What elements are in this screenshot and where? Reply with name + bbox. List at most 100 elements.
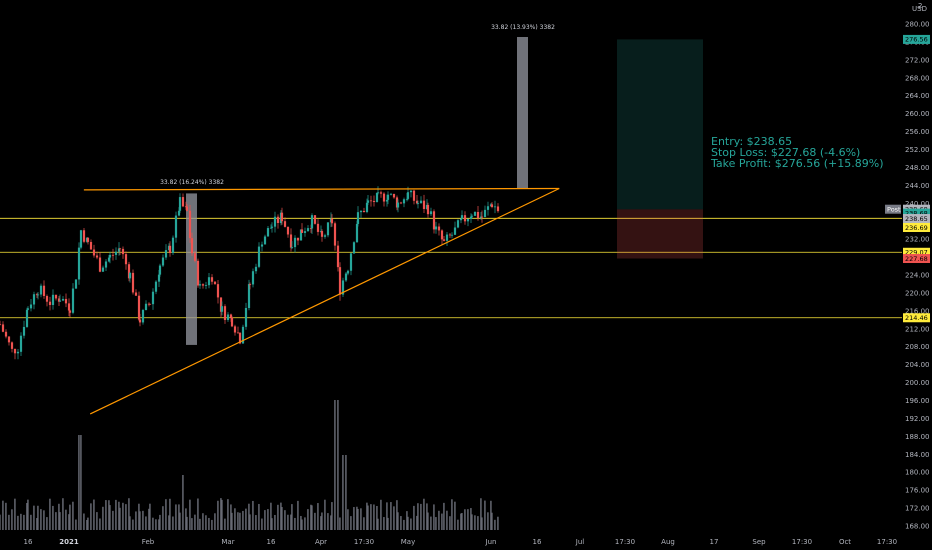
candle-body — [422, 200, 426, 209]
candle-body — [4, 331, 8, 337]
candle-body — [352, 242, 356, 254]
candle-body — [303, 231, 307, 233]
volume-bar — [393, 506, 395, 530]
candle-body — [114, 251, 118, 255]
candle-body — [453, 227, 457, 235]
volume-bar — [290, 514, 292, 530]
volume-bar — [169, 498, 171, 530]
candle-body — [185, 206, 189, 211]
volume-bar — [80, 435, 82, 530]
long-position-tool[interactable] — [617, 39, 703, 259]
y-tick-label: 200.00 — [905, 379, 930, 387]
candle-body — [45, 295, 49, 302]
volume-bar — [65, 509, 67, 530]
volume-bar — [345, 455, 347, 530]
candle-body — [108, 254, 112, 258]
y-tick-label: 244.00 — [905, 182, 930, 190]
volume-bar — [300, 515, 302, 530]
volume-bar — [477, 516, 479, 530]
volume-bar — [108, 500, 110, 530]
triangle-trendlines[interactable] — [83, 187, 560, 415]
candle-body — [82, 230, 86, 242]
volume-bar — [284, 510, 286, 530]
volume-bar — [277, 504, 279, 530]
candle-body — [95, 255, 99, 258]
price-axis[interactable]: 2 USD 280.00276.00272.00268.00264.00260.… — [905, 2, 930, 531]
candle-body — [216, 284, 220, 298]
candle-body — [144, 303, 148, 311]
volume-bar — [357, 508, 359, 530]
time-axis[interactable]: 16 2021 Feb Mar 16 Apr 17:30 May Jun 16 Jul 17:30 Au… — [24, 538, 898, 546]
candle-body — [151, 291, 155, 305]
stop-loss-text: Stop Loss: $227.68 (-4.6%) — [711, 146, 860, 159]
candle-body — [473, 211, 477, 216]
price-tag-bg — [903, 247, 930, 257]
volume-bar — [410, 518, 412, 530]
price-tags: 276.56Post238.68238.68238.65236.69229.07… — [885, 34, 930, 323]
volume-bar — [214, 513, 216, 530]
volume-bar — [376, 505, 378, 530]
volume-bar — [307, 509, 309, 530]
candle-body — [496, 206, 500, 212]
horizontal-levels — [0, 217, 902, 319]
volume-bar — [490, 500, 492, 530]
volume-bar — [26, 502, 28, 530]
candle-body — [101, 267, 105, 272]
volume-bar — [497, 516, 499, 530]
candle-body — [445, 234, 449, 241]
candle-body — [336, 245, 340, 268]
candle-body — [456, 220, 460, 228]
volume-bar — [217, 500, 219, 530]
candle-body — [326, 222, 330, 236]
volume-bar — [0, 514, 1, 530]
candle-body — [263, 236, 267, 245]
volume-bar — [320, 516, 322, 530]
price-tag-bg — [903, 222, 930, 232]
volume-bar — [330, 515, 332, 530]
candle-body — [223, 306, 227, 321]
price-tag-label: 236.69 — [905, 224, 928, 232]
volume-bar — [135, 511, 137, 530]
candle-body — [402, 199, 406, 204]
volume-bar — [14, 498, 16, 530]
volume-bar — [152, 517, 154, 530]
volume-bar — [271, 518, 273, 530]
candle-body — [355, 223, 359, 243]
volume-bar — [119, 507, 121, 530]
volume-bar — [347, 509, 349, 530]
candle-body — [148, 303, 152, 305]
candle-body — [366, 200, 370, 203]
candle-body — [213, 281, 217, 285]
volume-bar — [194, 514, 196, 530]
volume-bar — [481, 517, 483, 530]
volume-bar — [291, 504, 293, 530]
price-tag-bg — [903, 313, 930, 323]
volume-bar — [30, 514, 32, 530]
volume-bar — [474, 515, 476, 530]
candle-body — [432, 211, 436, 230]
price-tag-label: 227.68 — [905, 255, 928, 263]
candle-body — [442, 239, 446, 241]
volume-bar — [281, 507, 283, 530]
volume-bar — [149, 503, 151, 530]
candle-body — [362, 210, 366, 213]
candle-body — [247, 284, 251, 309]
candle-body — [365, 202, 369, 213]
volume-bar — [40, 509, 42, 530]
volume-bar — [487, 512, 489, 530]
candle-body — [161, 257, 165, 266]
candle-body — [375, 192, 379, 202]
volume-bar — [280, 502, 282, 530]
volume-bar — [86, 519, 88, 530]
volume-bar — [186, 516, 188, 530]
y-tick-label: 188.00 — [905, 433, 930, 441]
axis-top-label: 2 — [918, 2, 922, 10]
candle-body — [346, 270, 350, 274]
volume-bar — [182, 475, 184, 530]
candle-body — [158, 265, 162, 275]
volume-bar — [178, 504, 180, 530]
volume-bar — [102, 506, 104, 530]
candle-body — [356, 212, 360, 224]
